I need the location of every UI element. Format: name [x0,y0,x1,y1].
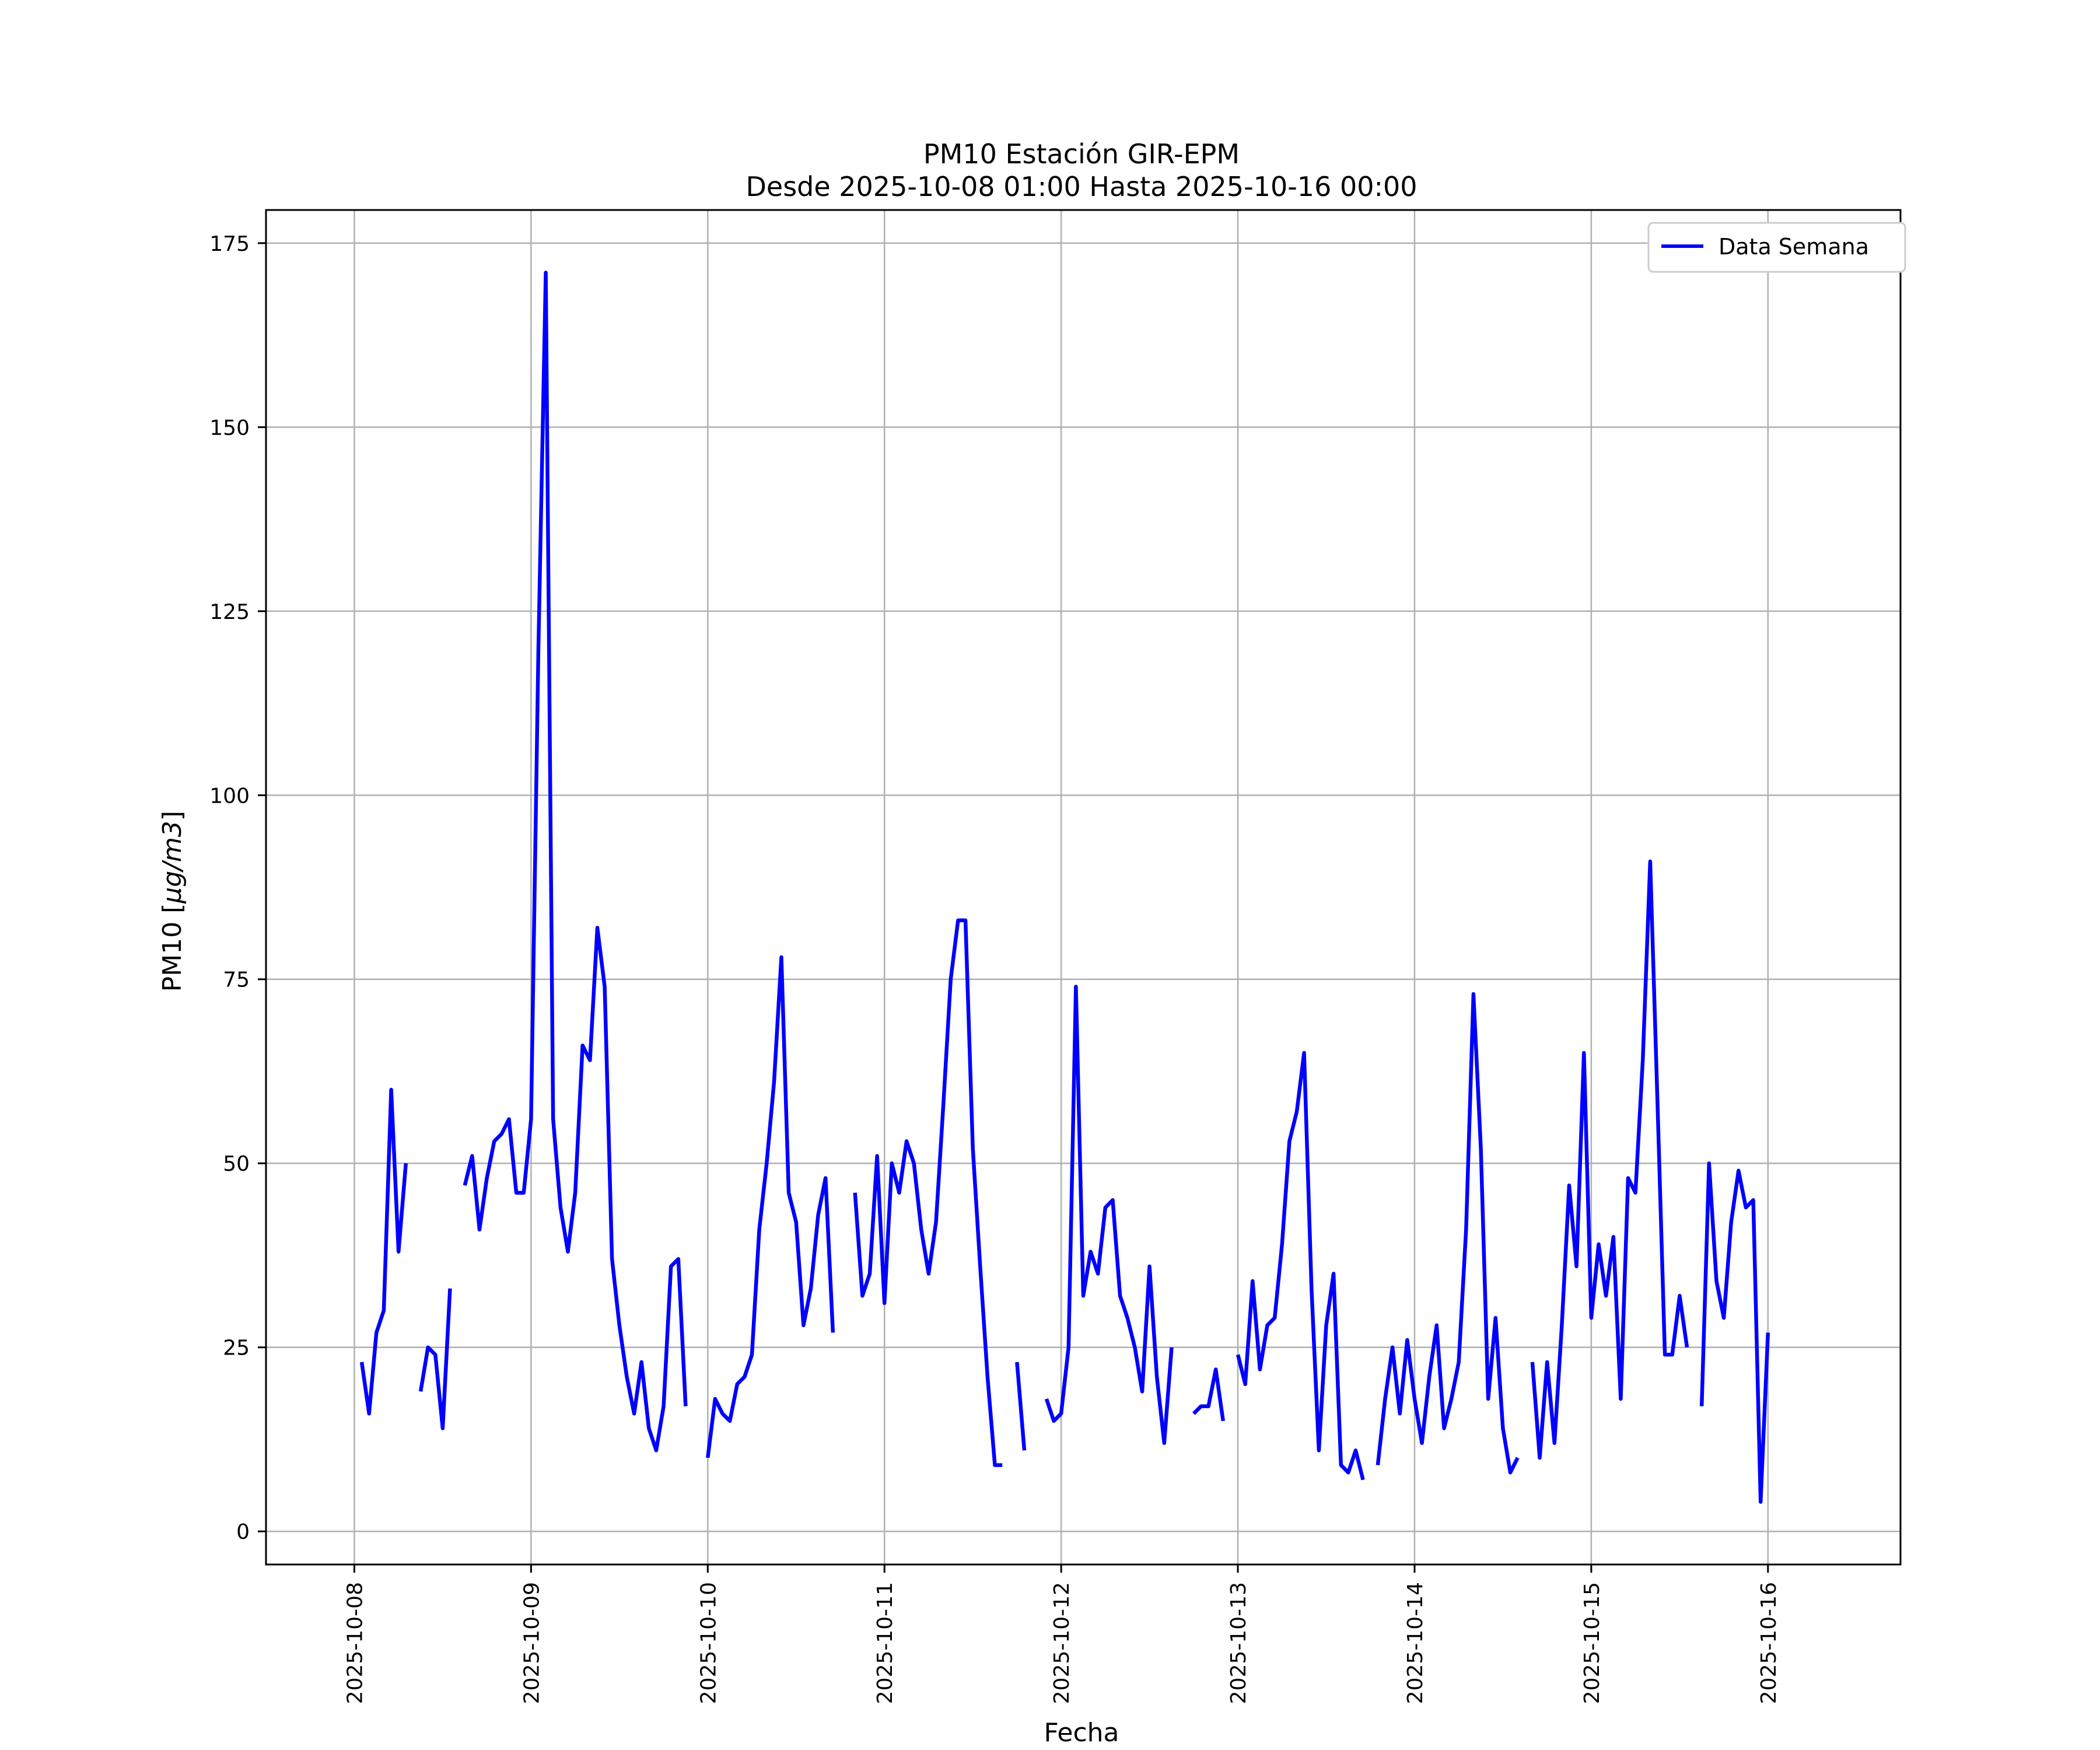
y-tick-label-7: 175 [209,232,250,256]
y-tick-label-5: 125 [209,600,250,624]
legend-box [1647,222,1906,273]
y-tick-label-6: 150 [209,416,250,440]
x-tick-label-8: 2025-10-16 [1757,1582,1781,1704]
series-0-segment-9 [1376,992,1520,1475]
x-tick-label-2: 2025-10-10 [696,1582,720,1704]
series-layer [359,271,1770,1504]
series-0-segment-11 [1699,1161,1770,1504]
series-0-segment-4 [853,918,1003,1467]
series-0-segment-0 [359,1087,408,1416]
x-axis: 2025-10-08 2025-10-09 2025-10-10 2025-10-11… [343,1564,1781,1704]
x-tick-label-1: 2025-10-09 [520,1582,544,1704]
y-tick-label-4: 100 [209,784,250,808]
x-tick-label-5: 2025-10-13 [1227,1582,1251,1704]
y-axis-label: PM10 [μg/m3] [158,811,187,992]
y-axis-label-units: μg/m3 [158,821,187,904]
series-0-segment-5 [1015,1362,1027,1451]
y-tick-label-3: 75 [223,968,250,992]
series-0-segment-2 [463,271,688,1452]
grid-lines [266,210,1901,1564]
y-axis-label-suffix: ] [158,811,187,821]
series-0-segment-10 [1530,859,1689,1460]
y-axis: 0 25 50 75 100 125 150 175 [209,232,266,1544]
x-tick-label-7: 2025-10-15 [1580,1582,1604,1704]
y-tick-label-2: 50 [223,1152,250,1176]
series-0-segment-6 [1044,985,1174,1446]
legend-label: Data Semana [1718,234,1869,260]
series-0-segment-8 [1236,1051,1365,1480]
chart-subtitle: Desde 2025-10-08 01:00 Hasta 2025-10-16 … [746,171,1417,202]
x-axis-label: Fecha [1044,1718,1119,1748]
y-tick-label-1: 25 [223,1336,250,1360]
y-tick-label-0: 0 [236,1520,250,1544]
x-tick-label-4: 2025-10-12 [1050,1582,1074,1704]
series-0-segment-3 [706,955,835,1458]
x-tick-label-6: 2025-10-14 [1404,1582,1427,1704]
x-tick-label-0: 2025-10-08 [343,1582,367,1704]
series-0-segment-7 [1192,1367,1226,1422]
plot-frame [265,209,1902,1566]
y-axis-label-prefix: PM10 [ [158,904,187,992]
legend: Data Semana [1647,222,1906,273]
x-tick-label-3: 2025-10-11 [873,1582,897,1704]
series-0-segment-1 [418,1288,452,1430]
chart-title: PM10 Estación GIR-EPM [923,138,1240,170]
